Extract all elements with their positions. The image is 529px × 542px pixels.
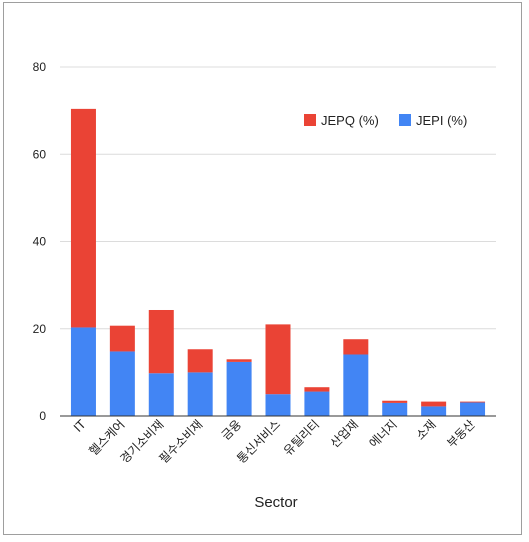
x-tick-label: IT [71,417,89,435]
bar-jepi-3[interactable] [187,372,213,416]
bar-jepq-10[interactable] [460,401,486,403]
x-tick-label: 산업재 [328,417,361,450]
bar-jepq-1[interactable] [109,325,135,352]
bar-jepi-2[interactable] [148,373,174,416]
bar-jepi-5[interactable] [265,394,291,416]
legend-swatch-jepi [399,114,411,126]
legend-swatch-jepq [304,114,316,126]
legend-label-jepq: JEPQ (%) [321,113,379,128]
bar-jepi-1[interactable] [109,351,135,416]
bar-jepi-0[interactable] [70,327,96,416]
x-tick-label: 부동산 [444,417,477,450]
y-tick-label: 0 [39,409,46,423]
x-tick-label: 에너지 [367,417,400,450]
y-tick-label: 80 [33,60,47,74]
bar-jepq-5[interactable] [265,324,291,395]
bar-jepq-3[interactable] [187,349,213,373]
bar-jepq-7[interactable] [343,339,369,355]
bar-jepq-6[interactable] [304,387,330,392]
legend-label-jepi: JEPI (%) [416,113,467,128]
bar-jepq-9[interactable] [421,401,447,407]
bar-jepi-8[interactable] [382,402,408,416]
bar-jepq-8[interactable] [382,400,408,403]
bar-jepq-4[interactable] [226,359,252,362]
y-tick-label: 20 [33,322,47,336]
x-tick-label: 유틸리티 [281,417,322,458]
bar-jepi-7[interactable] [343,354,369,416]
x-axis-title: Sector [254,494,297,511]
bar-jepq-0[interactable] [70,108,96,328]
bar-jepi-10[interactable] [460,402,486,416]
x-tick-label: 소재 [413,417,439,443]
bar-jepi-9[interactable] [421,406,447,416]
bar-jepi-4[interactable] [226,361,252,416]
y-axis: 0 20 40 60 80 [33,60,47,423]
chart-container: 0 20 40 60 80 IT 헬스케어 경기소비재 필수소비재 금융 통신서비스 유틸리티 산업재… [3,2,522,535]
bar-jepi-6[interactable] [304,391,330,416]
y-tick-label: 60 [33,147,47,161]
bar-jepq-2[interactable] [148,309,174,374]
legend[interactable]: JEPQ (%) JEPI (%) [304,113,467,128]
bars [70,108,486,416]
y-tick-label: 40 [33,235,47,249]
x-tick-label: 금융 [219,417,245,443]
